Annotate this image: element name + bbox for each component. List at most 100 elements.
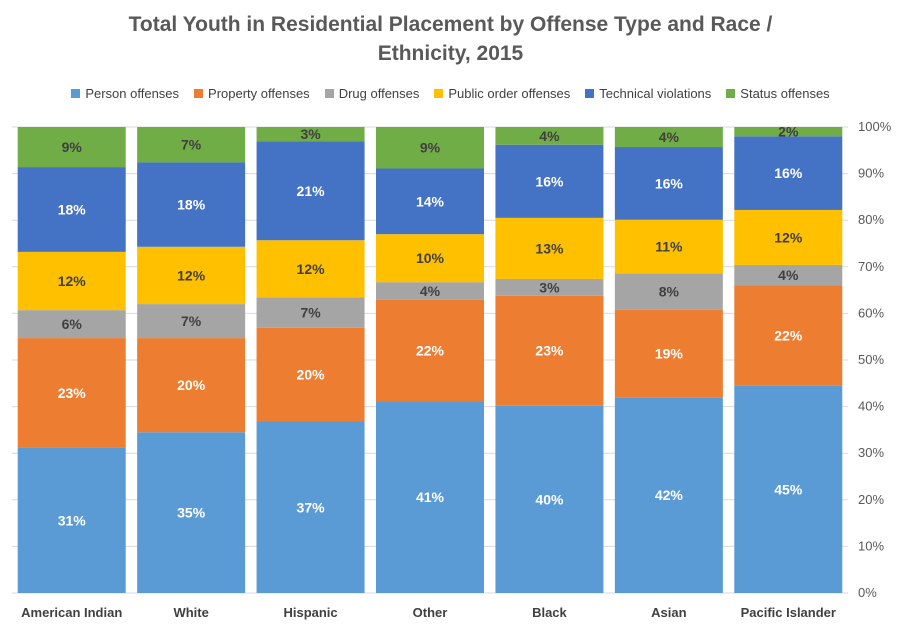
bar-segment <box>495 405 604 593</box>
data-label: 10% <box>416 250 445 266</box>
data-label: 45% <box>774 481 803 497</box>
bar-segment <box>256 127 365 142</box>
data-label: 22% <box>774 328 803 344</box>
data-label: 3% <box>539 279 560 295</box>
data-label: 4% <box>539 128 560 144</box>
chart-title-line-2: Ethnicity, 2015 <box>377 42 524 65</box>
legend-label-status: Status offenses <box>740 86 830 101</box>
bar-segment <box>734 136 843 210</box>
data-label: 9% <box>62 139 83 155</box>
y-tick-label: 0% <box>858 585 877 600</box>
data-label: 23% <box>58 385 87 401</box>
legend-label-technical: Technical violations <box>599 86 712 101</box>
bar-segment <box>376 168 484 235</box>
bar-segment <box>734 285 843 386</box>
data-label: 14% <box>416 193 445 209</box>
bar-segment <box>734 127 843 137</box>
data-label: 2% <box>778 124 799 140</box>
bar-segment <box>256 240 365 298</box>
data-label: 16% <box>655 175 684 191</box>
bar-segment <box>614 397 723 593</box>
bar-segment <box>734 209 843 265</box>
bar-segment <box>17 338 126 448</box>
data-label: 12% <box>58 273 87 289</box>
bar-segment <box>256 297 365 328</box>
bar-segment <box>17 310 126 339</box>
x-tick-label: Other <box>413 605 448 620</box>
y-tick-label: 50% <box>858 352 884 367</box>
x-tick-label: Pacific Islander <box>741 605 836 620</box>
bar-segment <box>495 278 604 296</box>
data-label: 11% <box>655 239 683 255</box>
data-label: 42% <box>655 487 684 503</box>
bar-segment <box>376 401 484 593</box>
y-tick-label: 60% <box>858 305 884 320</box>
bar-stacks <box>17 127 843 593</box>
bar-segment <box>495 295 604 406</box>
legend: Person offenses Property offenses Drug o… <box>0 86 901 101</box>
bar-segment <box>734 385 843 593</box>
data-label: 4% <box>420 283 441 299</box>
bar-segment <box>495 127 604 145</box>
x-tick-label: Asian <box>651 605 686 620</box>
data-label: 16% <box>774 165 803 181</box>
y-axis-tick-labels: 0% 10% 20% 30% 40% 50% 60% 70% 80% 90% 100% <box>858 119 892 600</box>
y-tick-label: 10% <box>858 538 884 553</box>
legend-item-property: Property offenses <box>194 86 310 101</box>
bar-segment <box>137 338 246 433</box>
legend-item-public-order: Public order offenses <box>434 86 570 101</box>
legend-label-public-order: Public order offenses <box>448 86 571 101</box>
data-label: 41% <box>416 489 445 505</box>
data-label: 12% <box>177 267 206 283</box>
bar-segment <box>376 127 484 169</box>
data-label: 7% <box>300 305 321 321</box>
bar-segment <box>17 251 126 311</box>
data-label: 12% <box>774 229 803 245</box>
bar-segment <box>137 432 246 593</box>
legend-swatch-drug <box>324 89 334 98</box>
bar-segment <box>137 162 246 247</box>
data-label: 23% <box>535 343 564 359</box>
x-tick-label: American Indian <box>21 605 122 620</box>
bar-segment <box>614 309 723 398</box>
data-label: 20% <box>177 377 206 393</box>
data-label: 3% <box>300 126 321 142</box>
legend-swatch-person <box>71 89 81 98</box>
data-label: 6% <box>62 316 83 332</box>
data-label: 7% <box>181 313 202 329</box>
data-label: 7% <box>181 137 202 153</box>
legend-item-technical: Technical violations <box>585 86 711 101</box>
bar-segment <box>137 127 246 163</box>
chart-title: Total Youth in Residential Placement by … <box>0 10 901 68</box>
data-label: 9% <box>420 140 441 156</box>
legend-swatch-technical <box>585 89 595 98</box>
data-label: 18% <box>177 197 206 213</box>
legend-swatch-property <box>194 89 204 98</box>
legend-label-person: Person offenses <box>85 86 180 101</box>
bar-segment <box>614 219 723 274</box>
data-label: 8% <box>659 283 680 299</box>
data-label: 13% <box>535 240 564 256</box>
bar-segment <box>17 127 126 168</box>
bar-segment <box>256 141 365 241</box>
data-label: 40% <box>535 491 564 507</box>
bar-segment <box>376 234 484 283</box>
data-label: 35% <box>177 505 206 521</box>
bar-segment <box>17 447 126 593</box>
y-tick-label: 40% <box>858 399 884 414</box>
data-label: 20% <box>297 367 326 383</box>
bar-segment <box>734 264 843 286</box>
data-label: 18% <box>58 201 87 217</box>
data-label: 12% <box>297 261 326 277</box>
bar-segment <box>256 327 365 422</box>
data-label: 22% <box>416 343 445 359</box>
bar-segment <box>614 273 723 310</box>
bar-segment <box>137 246 246 305</box>
x-tick-label: Hispanic <box>283 605 337 620</box>
legend-swatch-public-order <box>434 89 444 98</box>
y-tick-label: 20% <box>858 492 884 507</box>
y-tick-label: 100% <box>858 119 892 134</box>
y-tick-label: 70% <box>858 259 884 274</box>
y-tick-label: 80% <box>858 212 884 227</box>
